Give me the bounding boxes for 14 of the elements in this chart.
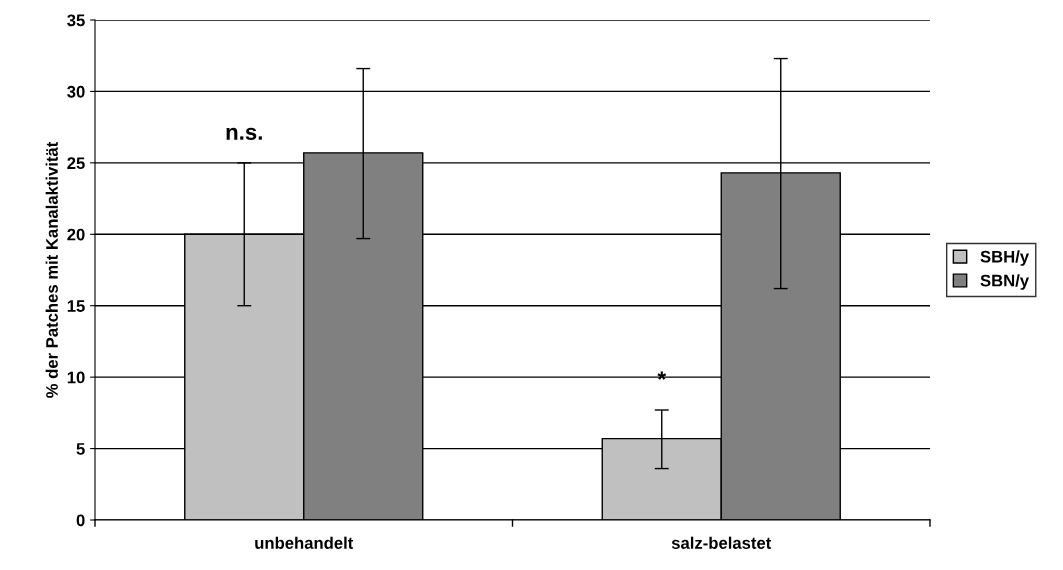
legend-label: SBH/y [980,250,1030,266]
y-tick-label: 25 [67,157,85,170]
x-tick-label: unbehandelt [255,536,354,549]
y-axis-title: % der Patches mit Kanalaktivität [45,141,58,398]
y-tick-label: 10 [67,371,85,384]
y-tick-label: 30 [67,85,85,98]
annotation: n.s. [226,127,262,140]
y-tick-label: 15 [67,300,85,312]
y-tick-label: 20 [67,228,85,241]
legend-label: SBN/y [980,274,1030,290]
y-tick-label: 35 [67,14,85,27]
y-tick-label: 0 [76,514,85,527]
y-tick-label: 5 [76,443,85,455]
x-tick-label: salz-belastet [671,536,772,549]
